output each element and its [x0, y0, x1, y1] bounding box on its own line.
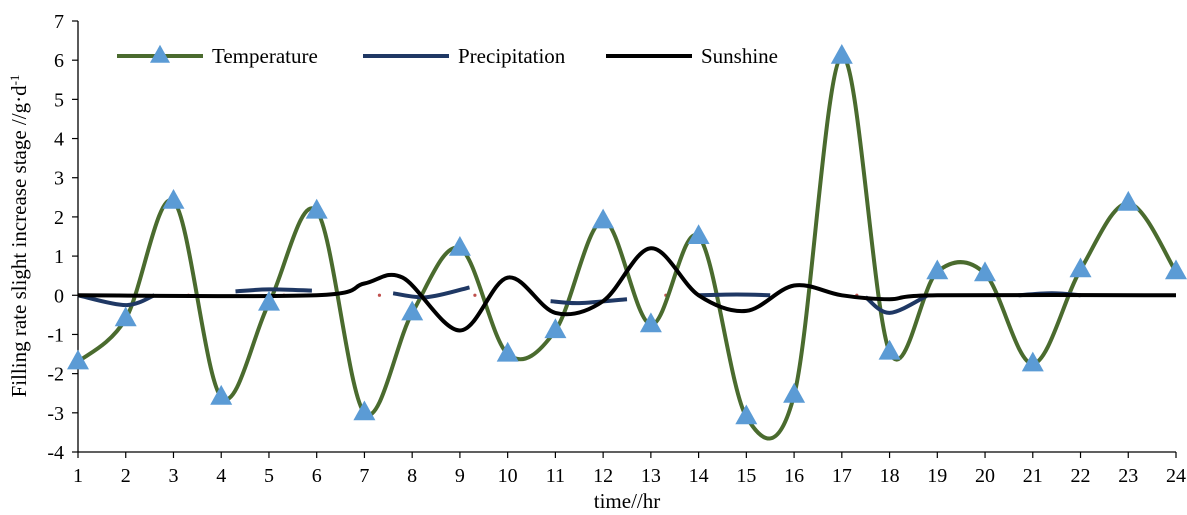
- y-tick-label: 7: [54, 11, 64, 33]
- x-tick-label: 14: [689, 465, 709, 487]
- x-tick-label: 15: [736, 465, 756, 487]
- x-tick-label: 5: [264, 465, 274, 487]
- temperature-point: [67, 349, 89, 370]
- temperature-point: [639, 312, 662, 333]
- y-tick-label: -2: [47, 364, 64, 386]
- temperature-point: [544, 318, 567, 339]
- temperature-point: [735, 404, 758, 425]
- x-tick-label: 7: [359, 465, 369, 487]
- zero-marker-dot: [377, 293, 382, 297]
- x-tick-label: 21: [1023, 465, 1043, 487]
- x-tick-label: 18: [880, 465, 900, 487]
- x-tick-label: 10: [498, 465, 518, 487]
- sunshine-line: [77, 246, 1177, 333]
- y-tick-label: -1: [47, 324, 64, 346]
- zero-marker-dot: [473, 293, 477, 297]
- temperature-point: [687, 224, 710, 244]
- x-tick-label: 22: [1071, 465, 1091, 487]
- temperature-point: [210, 384, 233, 405]
- x-tick-label: 19: [927, 465, 947, 487]
- y-tick-label: 1: [54, 246, 64, 268]
- x-tick-label: 2: [121, 465, 131, 487]
- y-axis-label-main: Filling rate slight increase stage //g·d: [7, 85, 31, 398]
- x-tick-label: 11: [546, 465, 565, 487]
- x-tick-label: 1: [73, 465, 83, 487]
- x-tick-label: 12: [593, 465, 613, 487]
- x-tick-label: 9: [455, 465, 465, 487]
- x-tick-label: 16: [784, 465, 804, 487]
- x-tick-label: 6: [312, 465, 322, 487]
- precipitation-line: [235, 287, 312, 294]
- temperature-point: [1069, 257, 1092, 278]
- x-tick-label: 20: [975, 465, 995, 487]
- x-axis-label: time//hr: [594, 489, 661, 513]
- temperature-point: [162, 189, 185, 209]
- precipitation-line: [698, 292, 771, 298]
- x-tick-label: 3: [168, 465, 178, 487]
- precipitation-line: [864, 293, 929, 315]
- temperature-point: [878, 339, 901, 360]
- temperature-point: [305, 198, 328, 219]
- series-layer: [67, 44, 1187, 441]
- legend-label: Precipitation: [458, 44, 566, 68]
- x-tick-label: 4: [216, 465, 226, 487]
- y-axis-label-superscript: -1: [7, 75, 22, 86]
- temperature-point: [1021, 351, 1044, 372]
- precipitation-line: [550, 297, 628, 306]
- x-tick-label: 13: [641, 465, 661, 487]
- legend: Temperature Precipitation Sunshine: [117, 44, 778, 68]
- temperature-point: [1117, 190, 1140, 211]
- legend-label: Sunshine: [701, 44, 778, 68]
- temperature-point: [783, 382, 806, 403]
- y-tick-label: -3: [47, 403, 64, 425]
- y-tick-label: 0: [54, 285, 64, 307]
- y-tick-label: 3: [54, 168, 64, 190]
- precipitation-line: [77, 293, 156, 308]
- temperature-point: [592, 208, 615, 229]
- y-tick-label: -4: [47, 442, 64, 464]
- y-tick-label: 5: [54, 89, 64, 111]
- temperature-point: [401, 300, 424, 321]
- temperature-point: [974, 261, 996, 282]
- y-tick-label: 6: [54, 50, 64, 72]
- x-tick-label: 8: [407, 465, 417, 487]
- temperature-point: [448, 236, 471, 256]
- y-tick-label: 2: [54, 207, 64, 229]
- x-tick-label: 24: [1166, 465, 1186, 487]
- temperature-line: [76, 54, 1178, 441]
- temperature-point: [114, 306, 137, 327]
- temperature-point: [353, 400, 376, 421]
- temperature-point: [830, 44, 853, 64]
- x-tick-label: 17: [832, 465, 852, 487]
- precipitation-line: [392, 285, 470, 300]
- temperature-point: [496, 341, 519, 362]
- x-tick-label: 23: [1118, 465, 1138, 487]
- temperature-point: [1165, 259, 1187, 280]
- temperature-point: [258, 290, 280, 311]
- temperature-point: [926, 259, 949, 280]
- y-tick-label: 4: [54, 129, 64, 151]
- y-axis-label: Filling rate slight increase stage //g·d…: [7, 75, 31, 398]
- legend-marker: [150, 44, 170, 63]
- legend-label: Temperature: [212, 44, 318, 68]
